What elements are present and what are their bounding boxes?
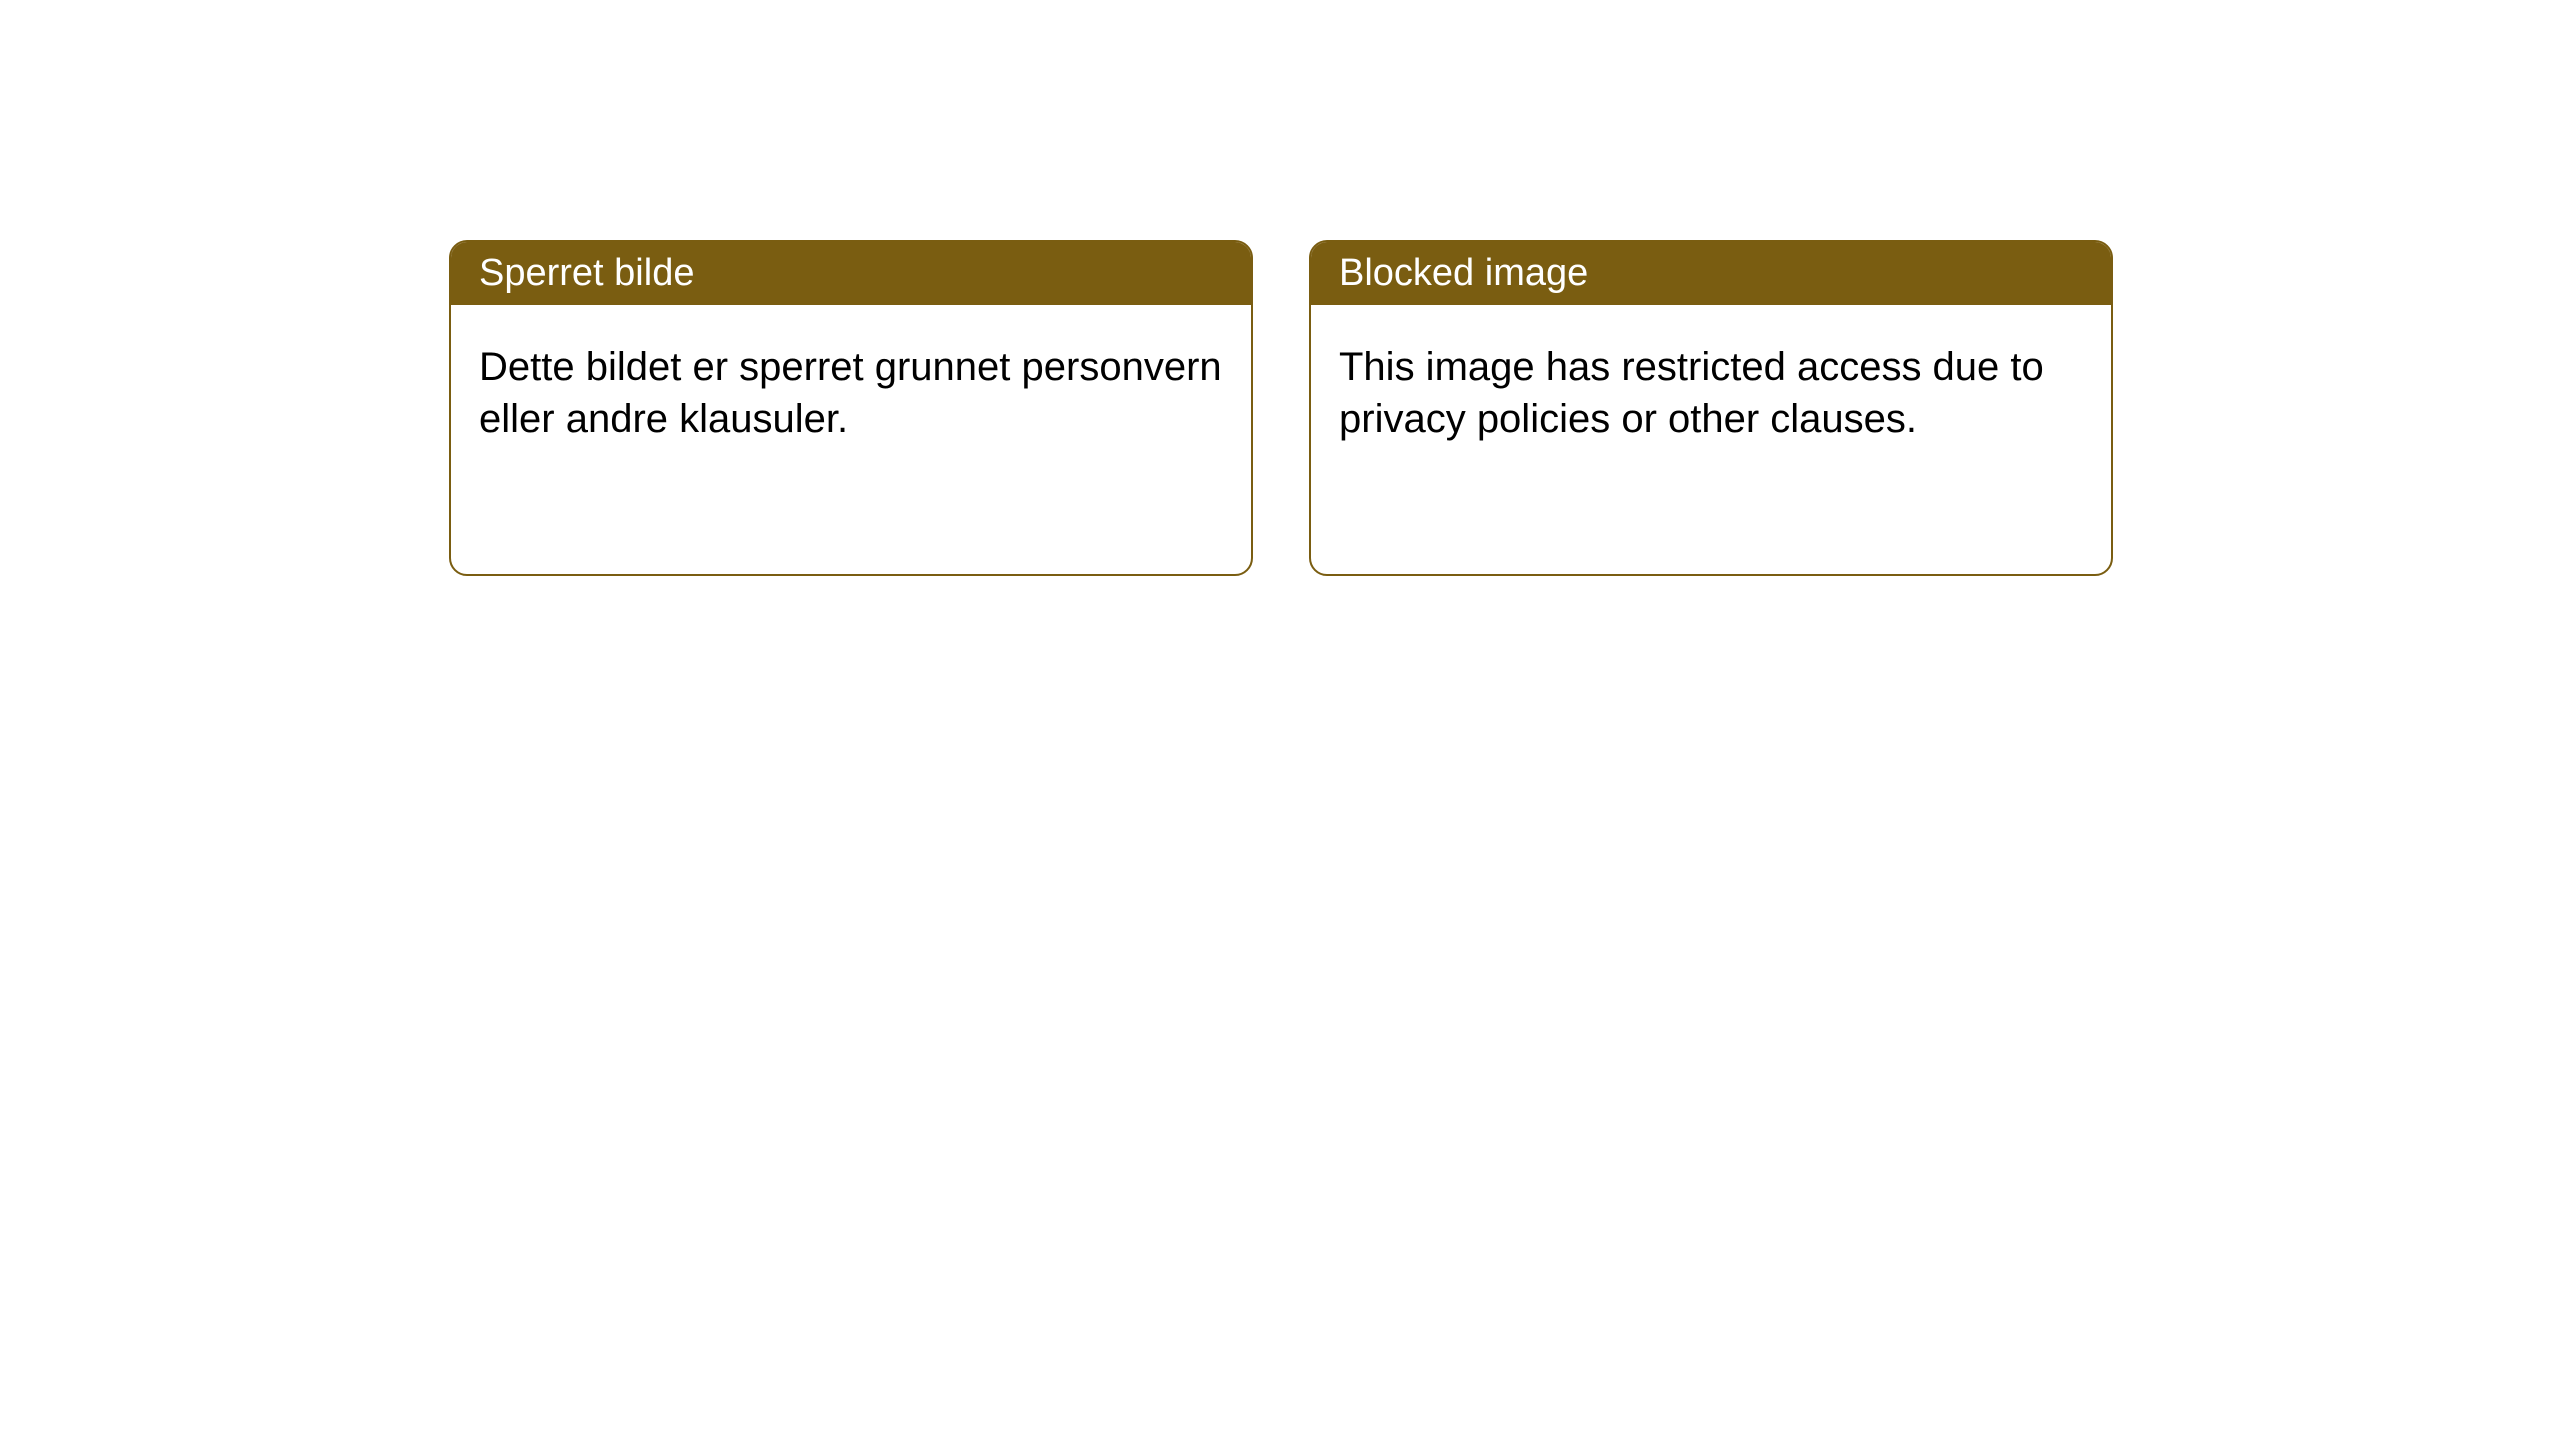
notice-title: Blocked image [1339,252,1588,294]
notice-header: Blocked image [1311,242,2111,305]
notice-card-english: Blocked image This image has restricted … [1309,240,2113,576]
notice-body: Dette bildet er sperret grunnet personve… [451,305,1251,481]
notice-body-text: Dette bildet er sperret grunnet personve… [479,345,1222,441]
notice-body-text: This image has restricted access due to … [1339,345,2044,441]
notice-header: Sperret bilde [451,242,1251,305]
notice-container: Sperret bilde Dette bildet er sperret gr… [0,0,2560,576]
notice-card-norwegian: Sperret bilde Dette bildet er sperret gr… [449,240,1253,576]
notice-title: Sperret bilde [479,252,694,294]
notice-body: This image has restricted access due to … [1311,305,2111,481]
